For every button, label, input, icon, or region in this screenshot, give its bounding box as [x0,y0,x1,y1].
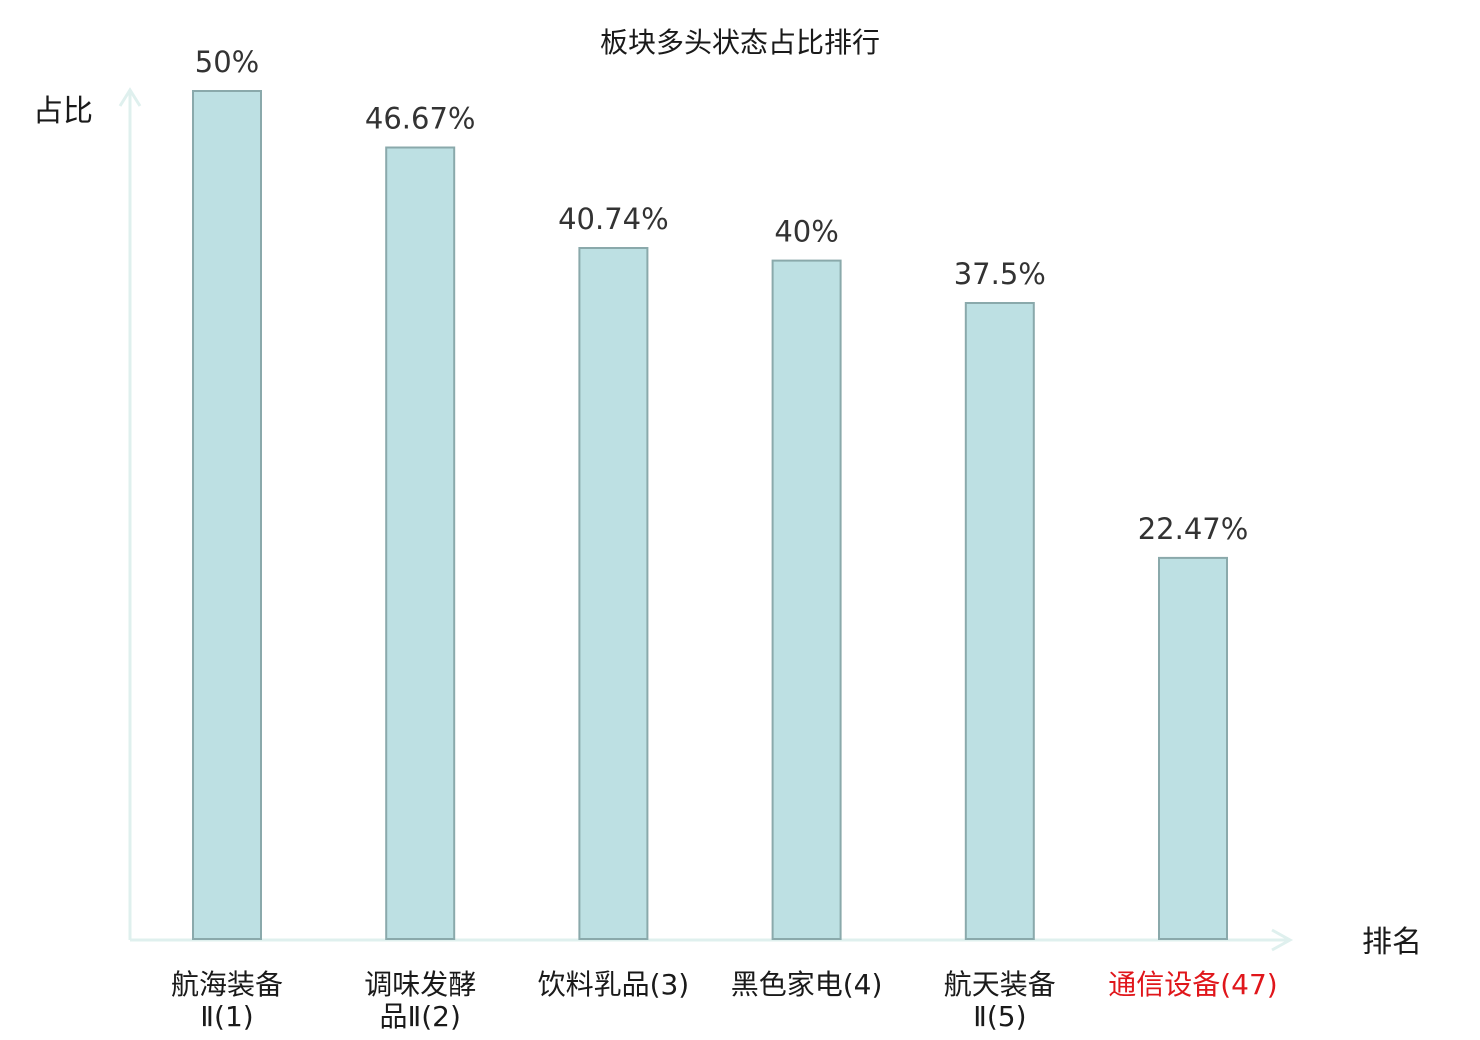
bar-6 [1158,556,1228,941]
bars-group [192,90,1228,941]
category-labels-group: 航海装备 Ⅱ(1) 调味发酵品Ⅱ(2) 饮料乳品(3) 黑色家电(4) 航天装备 Ⅱ(5) 通… [171,968,1278,1033]
category-label-2-line-1: 调味发酵 [364,968,476,1001]
y-axis-arrow [118,87,142,107]
value-label-2: 46.67% [365,102,476,136]
x-axis-label: 排名 [1362,925,1422,960]
bar-4 [771,259,842,941]
category-label-4: 黑色家电(4) [731,968,883,1001]
category-label-4-line-1: 黑色家电(4) [731,968,883,1001]
category-label-5: 航天装备 Ⅱ(5) [944,968,1056,1033]
category-label-5-line-1: 航天装备 [944,968,1056,1001]
category-label-1-line-2: Ⅱ(1) [200,1000,253,1033]
value-label-4: 40% [774,215,838,249]
category-label-3: 饮料乳品(3) [538,968,690,1001]
value-label-3: 40.74% [558,202,669,236]
bar-3 [578,247,649,940]
axes [118,87,1294,952]
value-labels-group: 50% 46.67% 40.74% 40% 37.5% 22.47% [195,45,1249,546]
category-label-1: 航海装备 Ⅱ(1) [171,968,283,1033]
category-label-2-line-2: 品Ⅱ(2) [379,1000,460,1033]
category-label-6: 通信设备(47) [1108,968,1277,1001]
value-label-5: 37.5% [954,257,1046,291]
category-label-5-line-2: Ⅱ(5) [973,1000,1026,1033]
value-label-1: 50% [195,45,259,79]
category-label-6-line-1: 通信设备(47) [1108,968,1277,1001]
category-label-2: 调味发酵品Ⅱ(2) [364,968,476,1033]
value-label-6: 22.47% [1138,512,1249,546]
bar-2 [385,146,456,940]
y-axis-label: 占比 [33,94,93,129]
bar-1 [192,90,262,940]
x-axis-arrow [1271,928,1294,952]
bar-5 [964,302,1035,940]
chart-title: 板块多头状态占比排行 [600,26,880,59]
category-label-1-line-1: 航海装备 [171,968,283,1001]
category-label-3-line-1: 饮料乳品(3) [538,968,690,1001]
